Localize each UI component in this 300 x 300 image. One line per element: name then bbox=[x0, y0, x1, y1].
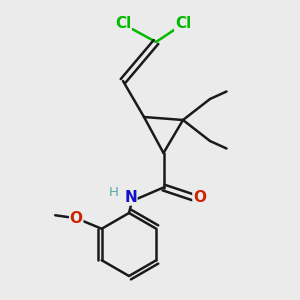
Text: Cl: Cl bbox=[175, 16, 191, 32]
Text: H: H bbox=[109, 185, 119, 199]
Text: N: N bbox=[124, 190, 137, 205]
Text: O: O bbox=[193, 190, 206, 206]
Text: Cl: Cl bbox=[115, 16, 131, 32]
Text: O: O bbox=[70, 211, 83, 226]
